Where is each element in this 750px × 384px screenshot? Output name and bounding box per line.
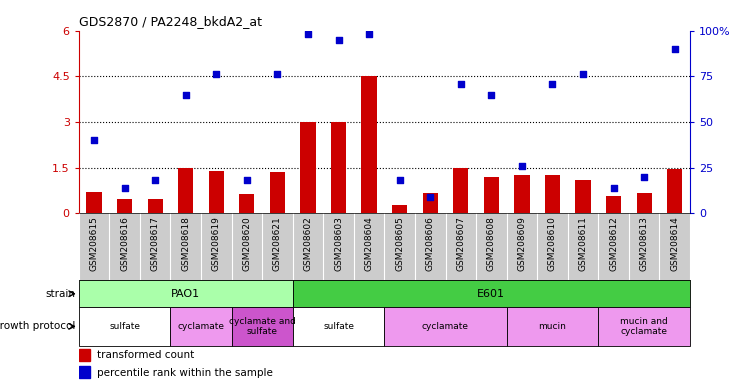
Text: percentile rank within the sample: percentile rank within the sample <box>97 367 273 377</box>
Point <box>577 71 589 78</box>
Bar <box>117 199 132 213</box>
Text: GSM208619: GSM208619 <box>211 217 220 271</box>
Text: GSM208614: GSM208614 <box>670 217 680 271</box>
Point <box>424 194 436 200</box>
Point <box>332 37 344 43</box>
Bar <box>148 199 163 213</box>
Text: sulfate: sulfate <box>323 322 354 331</box>
Bar <box>422 194 438 213</box>
Text: strain: strain <box>45 289 75 299</box>
Point <box>118 185 130 191</box>
Point <box>363 31 375 38</box>
Text: cyclamate: cyclamate <box>178 322 224 331</box>
Bar <box>384 307 507 346</box>
Bar <box>209 170 224 213</box>
Bar <box>667 169 682 213</box>
Bar <box>239 194 254 213</box>
Text: GSM208608: GSM208608 <box>487 217 496 271</box>
Text: GSM208603: GSM208603 <box>334 217 343 271</box>
Text: GSM208607: GSM208607 <box>456 217 465 271</box>
Point <box>394 177 406 184</box>
Text: GSM208618: GSM208618 <box>182 217 190 271</box>
Text: transformed count: transformed count <box>97 350 194 360</box>
Bar <box>392 205 407 213</box>
Bar <box>178 167 194 213</box>
Text: GSM208610: GSM208610 <box>548 217 557 271</box>
Text: sulfate: sulfate <box>109 322 140 331</box>
Text: GSM208605: GSM208605 <box>395 217 404 271</box>
Bar <box>79 307 170 346</box>
Text: cyclamate and
sulfate: cyclamate and sulfate <box>229 317 296 336</box>
Bar <box>292 307 384 346</box>
Bar <box>86 192 102 213</box>
Point <box>241 177 253 184</box>
Text: cyclamate: cyclamate <box>422 322 469 331</box>
Text: GSM208621: GSM208621 <box>273 217 282 271</box>
Text: GSM208613: GSM208613 <box>640 217 649 271</box>
Bar <box>575 180 591 213</box>
Text: GSM208617: GSM208617 <box>151 217 160 271</box>
Text: GSM208602: GSM208602 <box>304 217 313 271</box>
Point <box>608 185 619 191</box>
Point <box>516 163 528 169</box>
Point <box>272 71 284 78</box>
Bar <box>79 280 292 307</box>
Text: GSM208609: GSM208609 <box>518 217 526 271</box>
Text: mucin: mucin <box>538 322 566 331</box>
Bar <box>606 196 621 213</box>
Point <box>669 46 681 52</box>
Point <box>454 81 466 87</box>
Point <box>149 177 161 184</box>
Bar <box>300 122 316 213</box>
Bar <box>270 172 285 213</box>
Text: GSM208606: GSM208606 <box>426 217 435 271</box>
Text: GSM208604: GSM208604 <box>364 217 374 271</box>
Point <box>547 81 559 87</box>
Bar <box>292 280 690 307</box>
Bar <box>170 307 232 346</box>
Text: PAO1: PAO1 <box>171 289 200 299</box>
Bar <box>79 349 90 361</box>
Point <box>180 91 192 98</box>
Point <box>638 174 650 180</box>
Text: GSM208615: GSM208615 <box>89 217 98 271</box>
Text: GDS2870 / PA2248_bkdA2_at: GDS2870 / PA2248_bkdA2_at <box>79 15 262 28</box>
Text: E601: E601 <box>477 289 506 299</box>
Bar <box>507 307 598 346</box>
Text: GSM208616: GSM208616 <box>120 217 129 271</box>
Bar <box>331 122 346 213</box>
Bar <box>544 175 560 213</box>
Bar <box>637 194 652 213</box>
Point <box>302 31 314 38</box>
Bar <box>232 307 292 346</box>
Point <box>210 71 222 78</box>
Bar <box>79 366 90 379</box>
Point <box>485 91 497 98</box>
Text: mucin and
cyclamate: mucin and cyclamate <box>620 317 668 336</box>
Bar <box>484 177 499 213</box>
Point <box>88 137 100 143</box>
Text: GSM208620: GSM208620 <box>242 217 251 271</box>
Text: growth protocol: growth protocol <box>0 321 75 331</box>
Bar <box>598 307 690 346</box>
Text: GSM208612: GSM208612 <box>609 217 618 271</box>
Text: GSM208611: GSM208611 <box>578 217 587 271</box>
Bar <box>362 76 376 213</box>
Bar <box>514 175 529 213</box>
Bar <box>453 167 469 213</box>
